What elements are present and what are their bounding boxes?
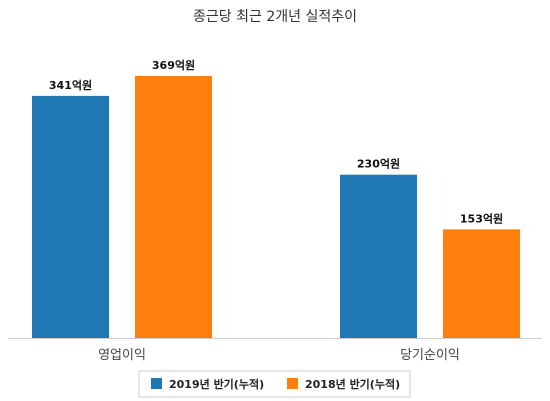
category-label: 당기순이익 [400, 348, 460, 363]
legend-box [138, 370, 411, 398]
legend[interactable]: 2019년 반기(누적) 2018년 반기(누적) [138, 370, 411, 398]
legend-entry[interactable]: 2019년 반기(누적) [169, 377, 264, 391]
legend-swatch [287, 378, 298, 389]
chart-title: 종근당 최근 2개년 실적추이 [193, 9, 357, 25]
data-label: 230억원 [357, 157, 400, 171]
data-label: 341억원 [49, 78, 92, 92]
data-label: 369억원 [152, 58, 195, 72]
category-label: 영업이익 [98, 348, 146, 363]
data-label: 153억원 [460, 211, 503, 225]
bar-2019-operating-profit [32, 95, 109, 338]
legend-entry[interactable]: 2018년 반기(누적) [305, 377, 400, 391]
legend-swatch [151, 378, 162, 389]
bar-2019-net-profit [340, 174, 417, 338]
bar-2018-operating-profit [135, 76, 212, 338]
bar-2018-net-profit [443, 229, 520, 338]
